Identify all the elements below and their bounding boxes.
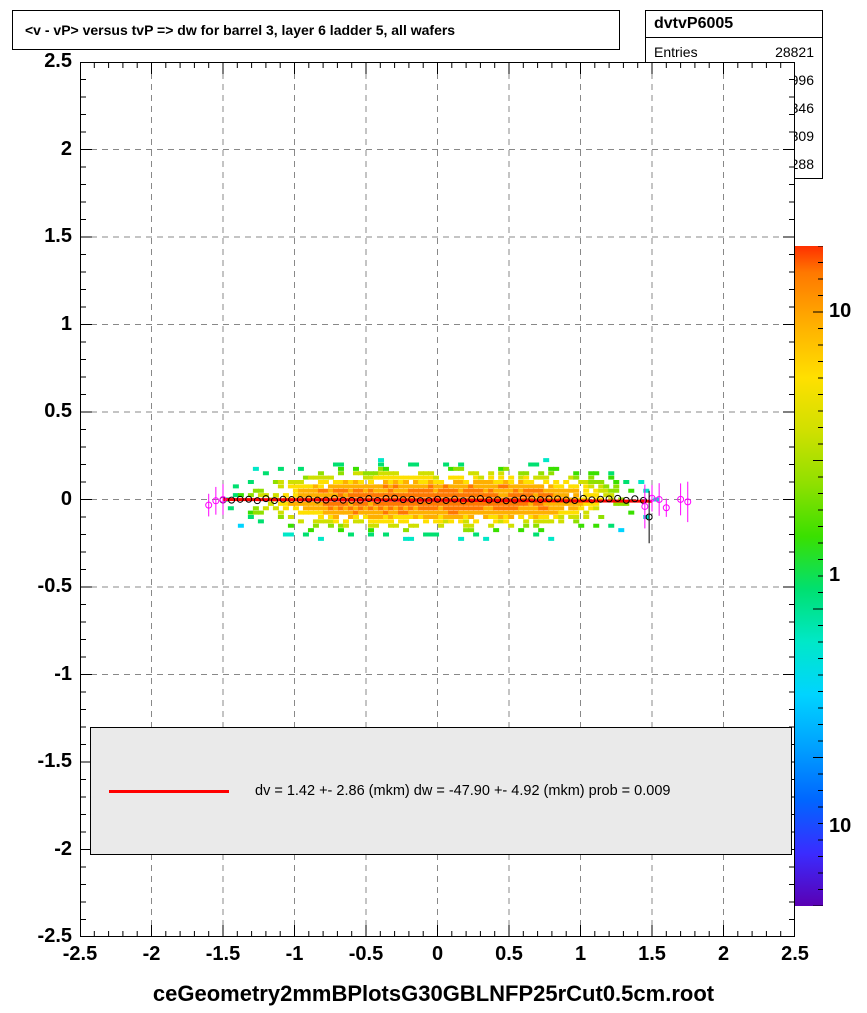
fit-legend: dv = 1.42 +- 2.86 (mkm) dw = -47.90 +- 4… [90,727,792,855]
ytick-label: 0 [12,488,72,511]
stats-entries-val: 28821 [775,44,814,60]
xtick-label: 2 [699,943,749,966]
ytick-label: -0.5 [12,575,72,598]
ytick-label: 1 [12,313,72,336]
ytick-label: 2.5 [12,50,72,73]
xtick-label: -2 [127,943,177,966]
xtick-label: 1.5 [627,943,677,966]
fit-text: dv = 1.42 +- 2.86 (mkm) dw = -47.90 +- 4… [255,783,670,799]
stats-entries-label: Entries [654,44,698,60]
xtick-label: 2.5 [770,943,820,966]
colorbar-tick-label: 10 [829,300,851,323]
ytick-label: -1 [12,663,72,686]
footer-filename: ceGeometry2mmBPlotsG30GBLNFP25rCut0.5cm.… [0,981,867,1007]
xtick-label: -0.5 [341,943,391,966]
ytick-label: 0.5 [12,400,72,423]
colorbar-svg [795,246,823,906]
xtick-label: -1 [270,943,320,966]
stats-histname: dvtvP6005 [646,11,822,38]
ytick-label: -2.5 [12,925,72,948]
fit-line-sample [109,790,229,793]
ytick-label: -2 [12,838,72,861]
xtick-label: 0 [413,943,463,966]
title-text: <v - vP> versus tvP => dw for barrel 3, … [25,22,455,38]
ytick-label: -1.5 [12,750,72,773]
colorbar-tick-label: 1 [829,564,840,587]
ytick-label: 1.5 [12,225,72,248]
xtick-label: -1.5 [198,943,248,966]
colorbar: 10110 [795,246,823,906]
xtick-label: 1 [556,943,606,966]
colorbar-tick-label: 10 [829,815,851,838]
xtick-label: 0.5 [484,943,534,966]
chart-title: <v - vP> versus tvP => dw for barrel 3, … [12,10,620,50]
ytick-label: 2 [12,138,72,161]
